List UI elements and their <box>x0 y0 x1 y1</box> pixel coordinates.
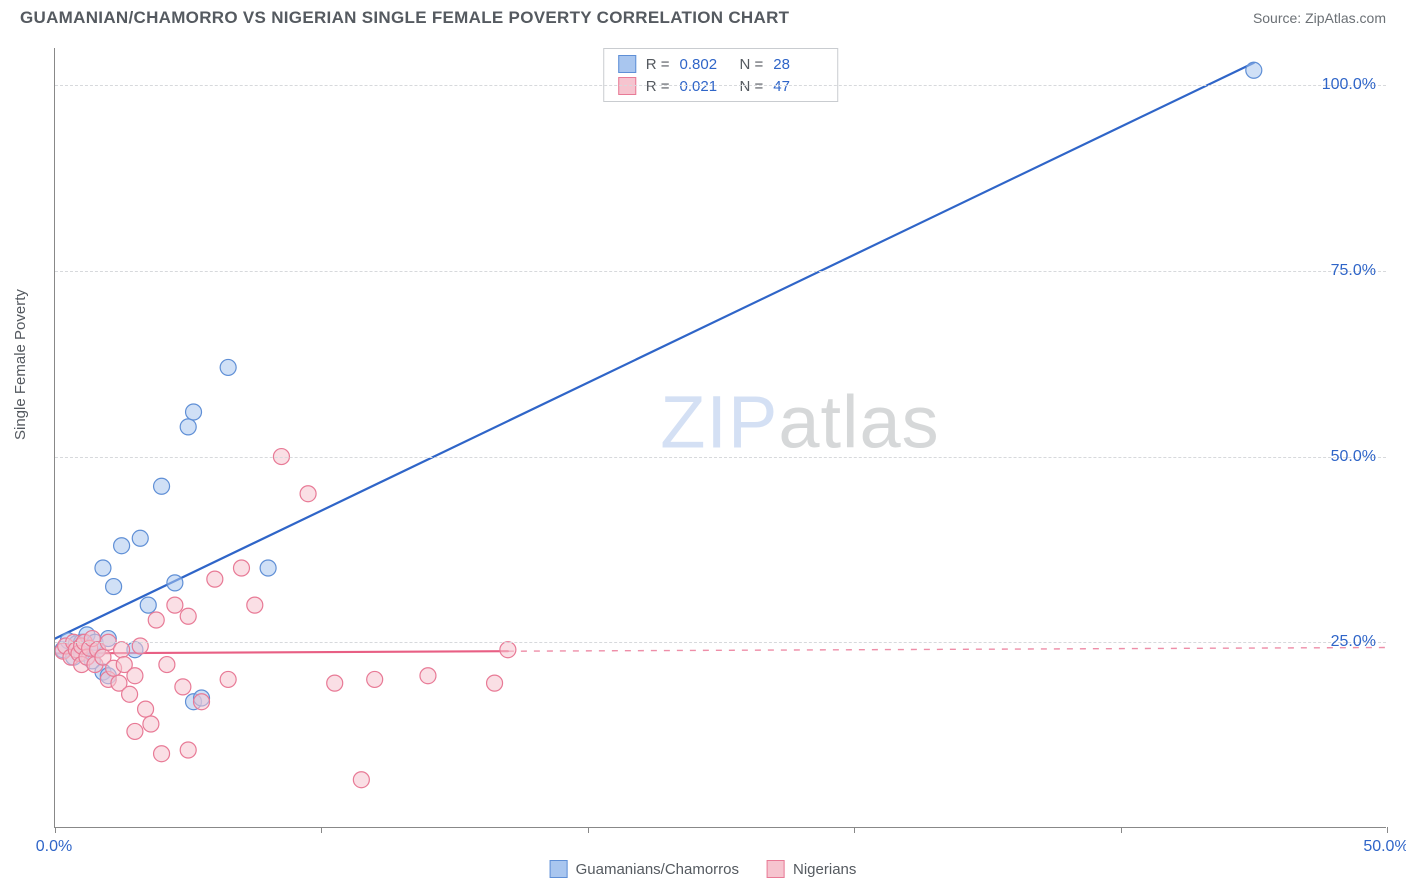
scatter-point <box>180 742 196 758</box>
x-tick <box>1387 827 1388 833</box>
x-tick <box>854 827 855 833</box>
stats-n-label: N = <box>740 56 764 73</box>
source-label: Source: ZipAtlas.com <box>1253 10 1386 26</box>
scatter-point <box>114 538 130 554</box>
chart-plot-area: R =0.802N =28R =0.021N =47 25.0%50.0%75.… <box>54 48 1386 828</box>
y-tick-label: 50.0% <box>1331 448 1376 466</box>
scatter-point <box>148 612 164 628</box>
legend-item: Nigerians <box>767 860 856 878</box>
scatter-point <box>138 701 154 717</box>
scatter-point <box>300 486 316 502</box>
y-gridline <box>55 85 1386 86</box>
scatter-point <box>327 675 343 691</box>
scatter-point <box>167 597 183 613</box>
scatter-point <box>127 668 143 684</box>
trend-line <box>55 63 1254 639</box>
x-tick <box>55 827 56 833</box>
x-tick-label: 0.0% <box>36 838 72 856</box>
scatter-point <box>353 772 369 788</box>
y-tick-label: 25.0% <box>1331 633 1376 651</box>
scatter-point <box>194 694 210 710</box>
y-gridline <box>55 642 1386 643</box>
chart-header: GUAMANIAN/CHAMORRO VS NIGERIAN SINGLE FE… <box>0 0 1406 34</box>
x-tick-label: 50.0% <box>1363 838 1406 856</box>
scatter-point <box>95 560 111 576</box>
chart-title: GUAMANIAN/CHAMORRO VS NIGERIAN SINGLE FE… <box>20 8 789 28</box>
scatter-point <box>233 560 249 576</box>
x-tick <box>321 827 322 833</box>
scatter-point <box>220 359 236 375</box>
stats-r-value: 0.802 <box>680 56 730 73</box>
x-tick <box>588 827 589 833</box>
scatter-point <box>207 571 223 587</box>
y-tick-label: 75.0% <box>1331 262 1376 280</box>
scatter-point <box>167 575 183 591</box>
legend-swatch <box>767 860 785 878</box>
scatter-point <box>140 597 156 613</box>
scatter-point <box>220 671 236 687</box>
y-axis-label: Single Female Poverty <box>12 289 29 440</box>
stats-row: R = 0.802 N = 28 <box>618 53 824 75</box>
y-gridline <box>55 457 1386 458</box>
scatter-point <box>175 679 191 695</box>
scatter-point <box>186 404 202 420</box>
scatter-point <box>106 579 122 595</box>
bottom-legend: Guamanians/Chamorros Nigerians <box>550 860 857 878</box>
stats-r-label: R = <box>646 56 670 73</box>
scatter-point <box>420 668 436 684</box>
scatter-point <box>260 560 276 576</box>
scatter-point <box>247 597 263 613</box>
scatter-point <box>500 642 516 658</box>
scatter-point <box>159 657 175 673</box>
scatter-point <box>180 608 196 624</box>
scatter-point <box>154 478 170 494</box>
stats-swatch <box>618 55 636 73</box>
scatter-point <box>143 716 159 732</box>
legend-label: Nigerians <box>793 861 856 878</box>
y-tick-label: 100.0% <box>1322 76 1376 94</box>
stats-n-value: 28 <box>773 56 823 73</box>
scatter-point <box>132 530 148 546</box>
scatter-point <box>367 671 383 687</box>
x-tick <box>1121 827 1122 833</box>
scatter-point <box>132 638 148 654</box>
chart-svg <box>55 48 1387 828</box>
legend-label: Guamanians/Chamorros <box>576 861 739 878</box>
scatter-point <box>1246 62 1262 78</box>
scatter-point <box>127 723 143 739</box>
legend-item: Guamanians/Chamorros <box>550 860 739 878</box>
scatter-point <box>487 675 503 691</box>
stats-legend-box: R =0.802N =28R =0.021N =47 <box>603 48 839 102</box>
scatter-point <box>180 419 196 435</box>
trend-line-dashed <box>508 647 1387 651</box>
scatter-point <box>154 746 170 762</box>
legend-swatch <box>550 860 568 878</box>
scatter-point <box>114 642 130 658</box>
scatter-point <box>122 686 138 702</box>
y-gridline <box>55 271 1386 272</box>
